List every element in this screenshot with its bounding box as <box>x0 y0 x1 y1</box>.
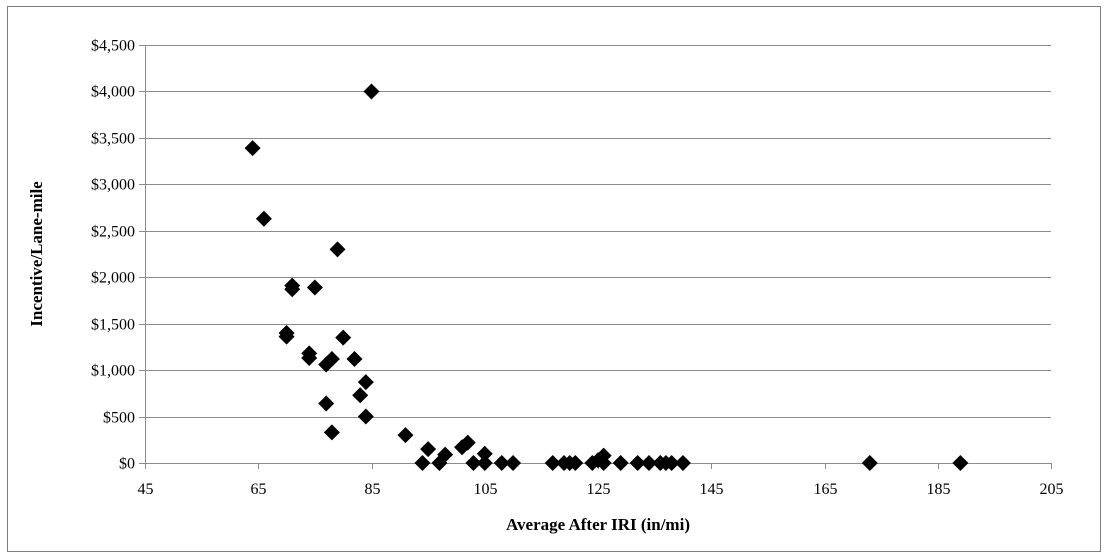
data-point <box>397 427 414 444</box>
data-point <box>323 424 340 441</box>
data-point <box>278 328 295 345</box>
data-point <box>952 455 969 471</box>
data-point <box>459 434 476 451</box>
data-point <box>629 455 646 471</box>
data-point <box>493 455 510 471</box>
data-point <box>301 350 318 367</box>
data-point <box>363 83 380 100</box>
x-tick-label: 65 <box>251 481 267 498</box>
y-tick-label: $2,500 <box>91 224 135 241</box>
y-tick-label: $1,500 <box>91 317 135 334</box>
y-tick-label: $4,000 <box>91 84 135 101</box>
data-point <box>420 441 437 458</box>
data-point <box>318 395 335 412</box>
y-tick-label: $500 <box>103 410 135 427</box>
data-point <box>244 140 261 157</box>
x-tick-labels: 45 65 85 105 125 145 165 185 205 <box>138 481 1064 498</box>
data-point <box>306 279 323 296</box>
data-point <box>323 350 340 367</box>
data-point <box>567 455 584 471</box>
x-tick-label: 85 <box>365 481 381 498</box>
x-tick-label: 145 <box>700 481 724 498</box>
x-tick-label: 185 <box>927 481 951 498</box>
data-point <box>414 455 431 471</box>
data-point <box>544 455 561 471</box>
data-point <box>437 446 454 463</box>
y-tick-label: $4,500 <box>91 38 135 55</box>
x-tick-label: 45 <box>138 481 154 498</box>
x-tick-label: 165 <box>814 481 838 498</box>
y-tick-labels: $0 $500 $1,000 $1,500 $2,000 $2,500 $3,000 $3,5… <box>91 38 135 473</box>
data-points <box>244 83 969 471</box>
gridlines <box>145 45 1051 418</box>
y-tick-label: $1,000 <box>91 363 135 380</box>
data-point <box>357 374 374 391</box>
data-point <box>612 455 629 471</box>
data-point <box>346 350 363 367</box>
y-tick-label: $3,000 <box>91 177 135 194</box>
y-tick-label: $3,500 <box>91 131 135 148</box>
data-point <box>255 210 272 227</box>
x-tick-label: 105 <box>474 481 498 498</box>
axes <box>139 45 1052 469</box>
data-point <box>329 241 346 258</box>
data-point <box>357 408 374 425</box>
data-point <box>640 455 657 471</box>
data-point <box>476 445 493 462</box>
x-tick-label: 205 <box>1040 481 1064 498</box>
x-tick-label: 125 <box>587 481 611 498</box>
data-point <box>595 447 612 464</box>
data-point <box>335 329 352 346</box>
data-point <box>476 455 493 471</box>
data-point <box>284 281 301 298</box>
data-point <box>465 455 482 471</box>
y-tick-label: $0 <box>119 456 135 473</box>
y-axis-title: Incentive/Lane-mile <box>27 181 46 327</box>
data-point <box>861 455 878 471</box>
data-point <box>505 455 522 471</box>
y-tick-label: $2,000 <box>91 270 135 287</box>
data-point <box>352 387 369 404</box>
data-point <box>674 455 691 471</box>
x-axis-title: Average After IRI (in/mi) <box>506 515 690 534</box>
data-point <box>663 455 680 471</box>
